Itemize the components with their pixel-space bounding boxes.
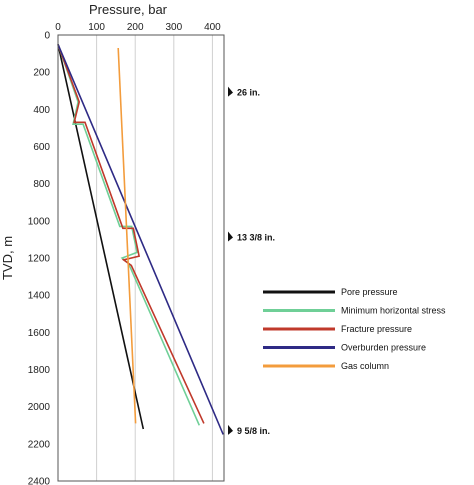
- y-tick-label: 2000: [28, 402, 51, 413]
- casing-label: 26 in.: [237, 88, 260, 98]
- x-tick-label: 300: [165, 22, 182, 33]
- legend-label: Gas column: [341, 361, 389, 371]
- y-tick-label: 200: [33, 68, 50, 79]
- casing-label: 9 5/8 in.: [237, 426, 270, 436]
- x-tick-label: 200: [127, 22, 144, 33]
- y-tick-label: 600: [33, 142, 50, 153]
- y-tick-label: 2200: [28, 439, 51, 450]
- y-tick-label: 2400: [28, 477, 51, 485]
- legend-label: Minimum horizontal stress: [341, 306, 446, 316]
- y-tick-label: 1400: [28, 291, 51, 302]
- y-axis-title: TVD, m: [0, 236, 15, 280]
- y-tick-label: 1000: [28, 216, 51, 227]
- series-line-pore-pressure: [57, 44, 145, 430]
- x-tick-label: 400: [204, 22, 221, 33]
- x-tick-label: 0: [55, 22, 61, 33]
- tick-labels: 0 100 200 300 400 0 200 400 600 800 1000 1200 1400 16…: [28, 22, 221, 485]
- y-tick-label: 400: [33, 105, 50, 116]
- y-tick-label: 0: [44, 31, 50, 42]
- y-tick-label: 800: [33, 179, 50, 190]
- y-tick-label: 1600: [28, 328, 51, 339]
- legend-label: Fracture pressure: [341, 324, 412, 334]
- legend: Pore pressure Minimum horizontal stress Fr…: [263, 287, 446, 371]
- casing-label: 13 3/8 in.: [237, 233, 275, 243]
- y-tick-label: 1200: [28, 254, 51, 265]
- series-line-fracture-pressure: [57, 44, 205, 424]
- legend-label: Pore pressure: [341, 287, 398, 297]
- x-axis-title: Pressure, bar: [89, 2, 168, 17]
- casing-shoe-marker: [228, 86, 233, 97]
- y-tick-label: 1800: [28, 365, 51, 376]
- x-tick-label: 100: [88, 22, 105, 33]
- series-layer: [57, 43, 224, 435]
- plot-frame: [57, 34, 225, 482]
- casing-shoe-marker: [228, 231, 233, 242]
- casing-annotations: 26 in. 13 3/8 in. 9 5/8 in.: [228, 86, 275, 436]
- series-line-overburden-pressure: [57, 43, 224, 435]
- legend-label: Overburden pressure: [341, 343, 426, 353]
- casing-shoe-marker: [228, 424, 233, 435]
- series-line-gas-column: [117, 47, 137, 424]
